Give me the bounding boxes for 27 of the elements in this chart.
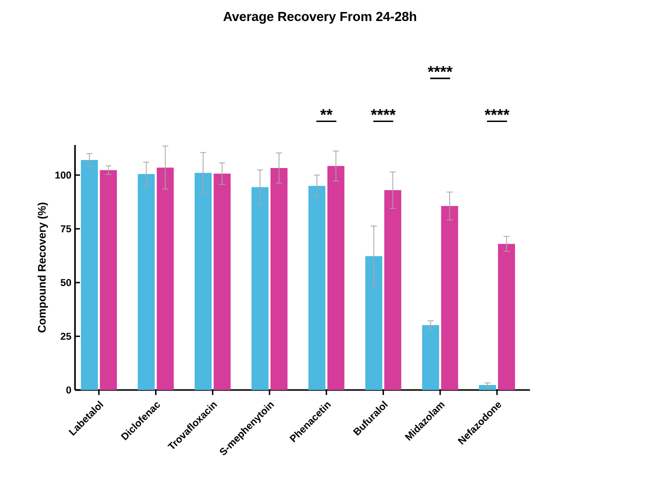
chart-title: Average Recovery From 24-28h	[223, 12, 416, 24]
y-tick-label: 25	[60, 332, 72, 340]
bar	[138, 174, 155, 390]
bar	[422, 325, 440, 390]
y-tick-label: 50	[60, 279, 72, 286]
bar	[498, 244, 516, 390]
y-tick-label: 100	[55, 172, 72, 179]
bar	[252, 187, 269, 390]
bar	[100, 170, 117, 390]
bar	[365, 256, 382, 390]
y-tick-label: 0	[66, 386, 72, 394]
y-axis-title: Compound Recovery (%)	[38, 202, 48, 332]
bar	[441, 206, 458, 390]
bar	[156, 168, 174, 390]
bar	[308, 186, 326, 390]
bar	[194, 172, 212, 390]
bar	[80, 160, 98, 390]
bar	[214, 174, 231, 390]
bar	[384, 190, 402, 390]
text: **	[320, 109, 333, 116]
text: ****	[484, 109, 510, 116]
bar	[479, 385, 496, 390]
text: ****	[370, 109, 396, 116]
y-tick-label: 75	[60, 225, 72, 232]
bar	[327, 166, 344, 390]
bar	[270, 168, 288, 390]
text: ****	[428, 66, 453, 72]
